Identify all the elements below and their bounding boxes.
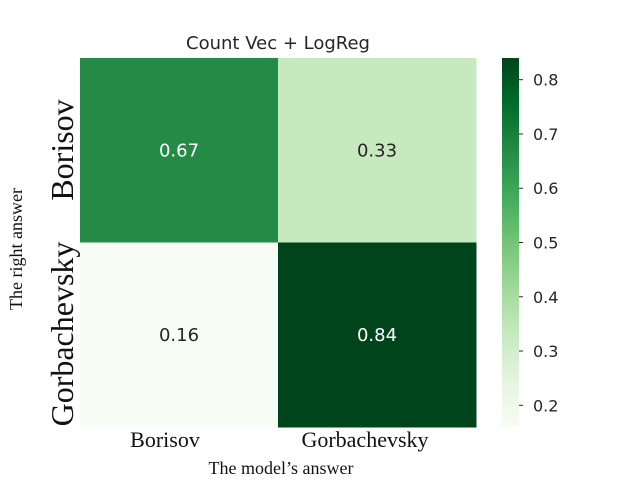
heatmap-cell-gorbachevsky-gorbachevsky (278, 242, 477, 428)
colorbar (502, 58, 519, 427)
colorbar-ticks: 0.2 0.3 0.4 0.5 0.6 0.7 0.8 (519, 71, 558, 415)
x-axis-label: The model’s answer (209, 458, 354, 478)
cell-value-label: 0.33 (357, 140, 397, 161)
colorbar-tick-label: 0.8 (533, 71, 558, 90)
heatmap-cell-borisov-gorbachevsky (278, 58, 477, 243)
chart-title: Count Vec + LogReg (186, 33, 370, 54)
colorbar-tick-label: 0.3 (533, 342, 558, 361)
colorbar-tick-label: 0.4 (533, 288, 558, 307)
y-axis-label: The right answer (6, 188, 26, 310)
cell-value-label: 0.16 (159, 325, 199, 346)
heatmap-cell-borisov-borisov (80, 58, 279, 243)
x-tick-label-gorbachevsky: Gorbachevsky (301, 427, 428, 452)
y-tick-label-borisov: Borisov (44, 99, 80, 200)
cell-value-label: 0.84 (357, 325, 397, 346)
colorbar-tick-label: 0.2 (533, 396, 558, 415)
heatmap-cell-labels: 0.67 0.33 0.16 0.84 (159, 140, 397, 346)
heatmap-cells (80, 58, 477, 428)
cell-value-label: 0.67 (159, 140, 199, 161)
colorbar-tick-label: 0.7 (533, 125, 558, 144)
colorbar-tick-label: 0.6 (533, 179, 558, 198)
colorbar-tick-label: 0.5 (533, 234, 558, 253)
y-tick-label-gorbachevsky: Gorbachevsky (44, 242, 80, 427)
heatmap-cell-gorbachevsky-borisov (80, 242, 279, 428)
x-tick-label-borisov: Borisov (130, 427, 200, 452)
